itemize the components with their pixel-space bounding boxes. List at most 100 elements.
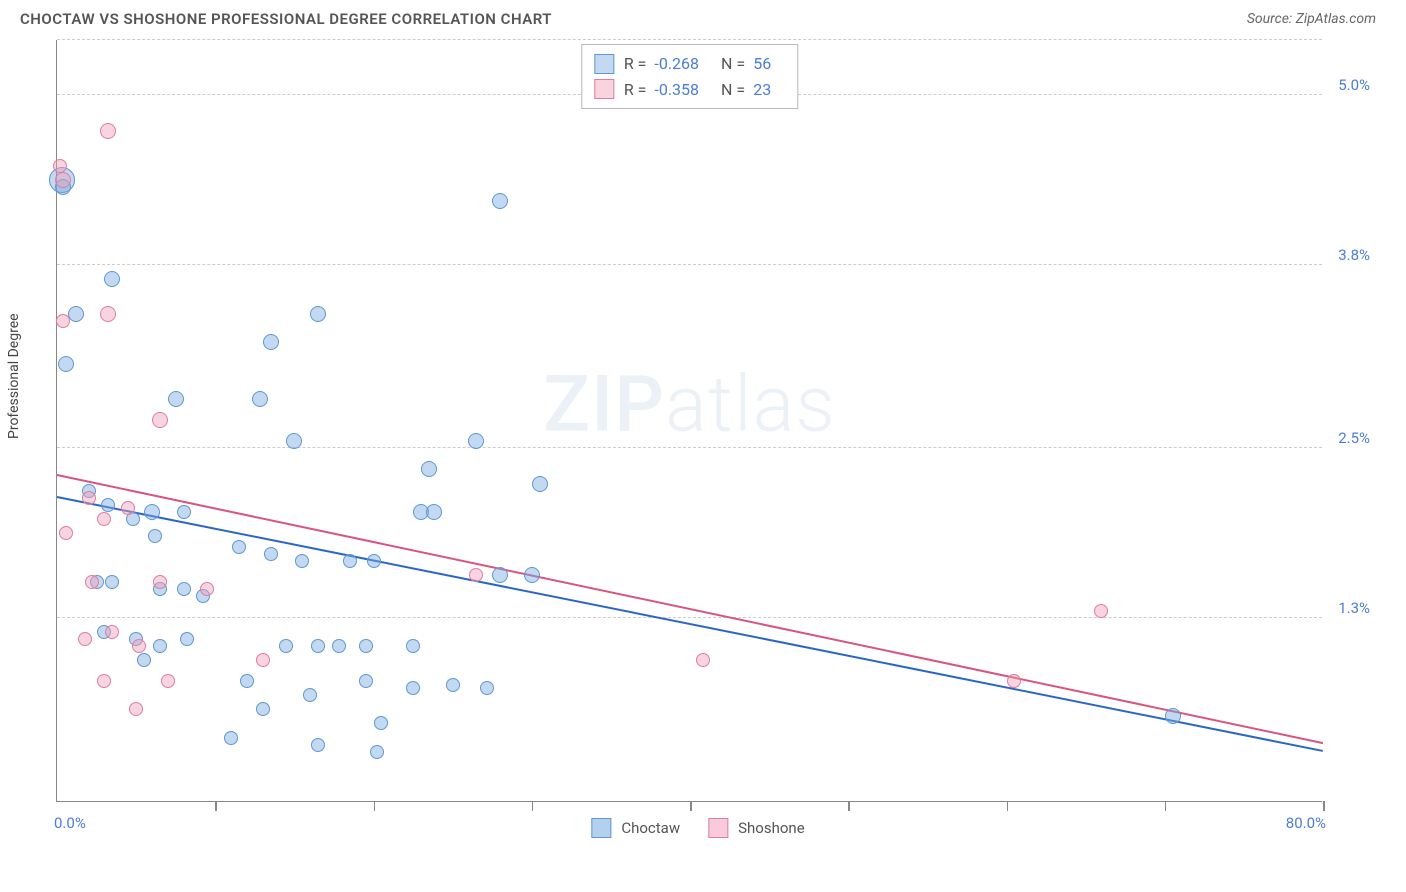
r-label: R =: [624, 51, 647, 77]
data-point-choctaw: [148, 529, 162, 543]
data-point-choctaw: [1165, 708, 1181, 724]
y-tick-label: 3.8%: [1338, 246, 1370, 264]
y-tick-label: 2.5%: [1338, 429, 1370, 447]
data-point-choctaw: [104, 271, 120, 287]
gridline: [57, 264, 1322, 265]
data-point-choctaw: [180, 632, 194, 646]
data-point-choctaw: [332, 639, 346, 653]
data-point-shoshone: [85, 575, 99, 589]
data-point-choctaw: [286, 433, 302, 449]
data-point-choctaw: [264, 547, 278, 561]
data-point-shoshone: [78, 632, 92, 646]
x-axis-max-label: 80.0%: [1286, 814, 1326, 832]
y-tick-label: 1.3%: [1338, 599, 1370, 617]
r-value: -0.268: [654, 51, 699, 77]
data-point-choctaw: [68, 306, 84, 322]
data-point-choctaw: [144, 504, 160, 520]
data-point-choctaw: [177, 582, 191, 596]
data-point-choctaw: [177, 505, 191, 519]
legend-item: Choctaw: [591, 818, 680, 838]
x-tick: [1165, 801, 1167, 811]
x-tick: [1323, 801, 1325, 811]
data-point-choctaw: [406, 639, 420, 653]
data-point-choctaw: [240, 674, 254, 688]
data-point-choctaw: [303, 688, 317, 702]
gridline: [57, 447, 1322, 448]
legend-stat-row: R = -0.268 N = 56: [594, 51, 785, 77]
data-point-choctaw: [232, 540, 246, 554]
x-tick: [1007, 801, 1009, 811]
data-point-shoshone: [100, 123, 116, 139]
plot-region: ZIPatlas R =-0.268N =56R =-0.358N =23 1.…: [56, 40, 1322, 802]
data-point-shoshone: [161, 674, 175, 688]
data-point-choctaw: [524, 567, 540, 583]
data-point-shoshone: [200, 582, 214, 596]
data-point-shoshone: [82, 491, 96, 505]
data-point-shoshone: [256, 653, 270, 667]
data-point-choctaw: [252, 391, 268, 407]
source-label: Source: ZipAtlas.com: [1247, 11, 1376, 27]
data-point-choctaw: [263, 334, 279, 350]
chart-title: CHOCTAW VS SHOSHONE PROFESSIONAL DEGREE …: [20, 10, 552, 28]
n-label: N =: [721, 51, 745, 77]
r-label: R =: [624, 77, 647, 103]
data-point-choctaw: [279, 639, 293, 653]
data-point-shoshone: [696, 653, 710, 667]
data-point-choctaw: [359, 639, 373, 653]
data-point-shoshone: [55, 172, 71, 188]
data-point-shoshone: [53, 159, 67, 173]
x-tick: [374, 801, 376, 811]
data-point-choctaw: [492, 193, 508, 209]
x-axis-min-label: 0.0%: [54, 814, 86, 832]
data-point-choctaw: [256, 702, 270, 716]
data-point-shoshone: [56, 314, 70, 328]
n-value: 56: [753, 51, 771, 77]
data-point-choctaw: [58, 356, 74, 372]
trend-line-shoshone: [57, 474, 1323, 744]
data-point-shoshone: [129, 702, 143, 716]
data-point-choctaw: [311, 639, 325, 653]
data-point-choctaw: [406, 681, 420, 695]
chart-area: Professional Degree ZIPatlas R =-0.268N …: [20, 40, 1376, 822]
legend-bottom: Choctaw Shoshone: [591, 818, 804, 838]
data-point-choctaw: [421, 461, 437, 477]
data-point-choctaw: [295, 554, 309, 568]
gridline: [57, 617, 1322, 618]
data-point-choctaw: [426, 504, 442, 520]
data-point-choctaw: [374, 716, 388, 730]
data-point-shoshone: [59, 526, 73, 540]
data-point-choctaw: [137, 653, 151, 667]
data-point-shoshone: [469, 568, 483, 582]
watermark-light: atlas: [665, 360, 836, 451]
n-label: N =: [721, 77, 745, 103]
data-point-choctaw: [359, 674, 373, 688]
x-tick: [848, 801, 850, 811]
x-tick: [532, 801, 534, 811]
y-tick-label: 5.0%: [1338, 76, 1370, 94]
data-point-shoshone: [97, 512, 111, 526]
legend-label: Shoshone: [738, 819, 805, 837]
data-point-shoshone: [153, 575, 167, 589]
trend-line-choctaw: [57, 496, 1323, 752]
data-point-choctaw: [492, 567, 508, 583]
data-point-choctaw: [480, 681, 494, 695]
data-point-shoshone: [121, 501, 135, 515]
legend-swatch: [708, 818, 728, 838]
legend-swatch: [591, 818, 611, 838]
data-point-choctaw: [153, 639, 167, 653]
data-point-choctaw: [311, 738, 325, 752]
watermark-bold: ZIP: [543, 360, 665, 451]
chart-header: CHOCTAW VS SHOSHONE PROFESSIONAL DEGREE …: [0, 0, 1406, 34]
data-point-choctaw: [468, 433, 484, 449]
data-point-shoshone: [105, 625, 119, 639]
data-point-shoshone: [152, 412, 168, 428]
data-point-shoshone: [100, 306, 116, 322]
legend-swatch: [594, 54, 614, 74]
data-point-choctaw: [224, 731, 238, 745]
x-tick: [215, 801, 217, 811]
data-point-choctaw: [343, 554, 357, 568]
legend-label: Choctaw: [621, 819, 680, 837]
n-value: 23: [753, 77, 771, 103]
legend-swatch: [594, 79, 614, 99]
data-point-shoshone: [1094, 604, 1108, 618]
